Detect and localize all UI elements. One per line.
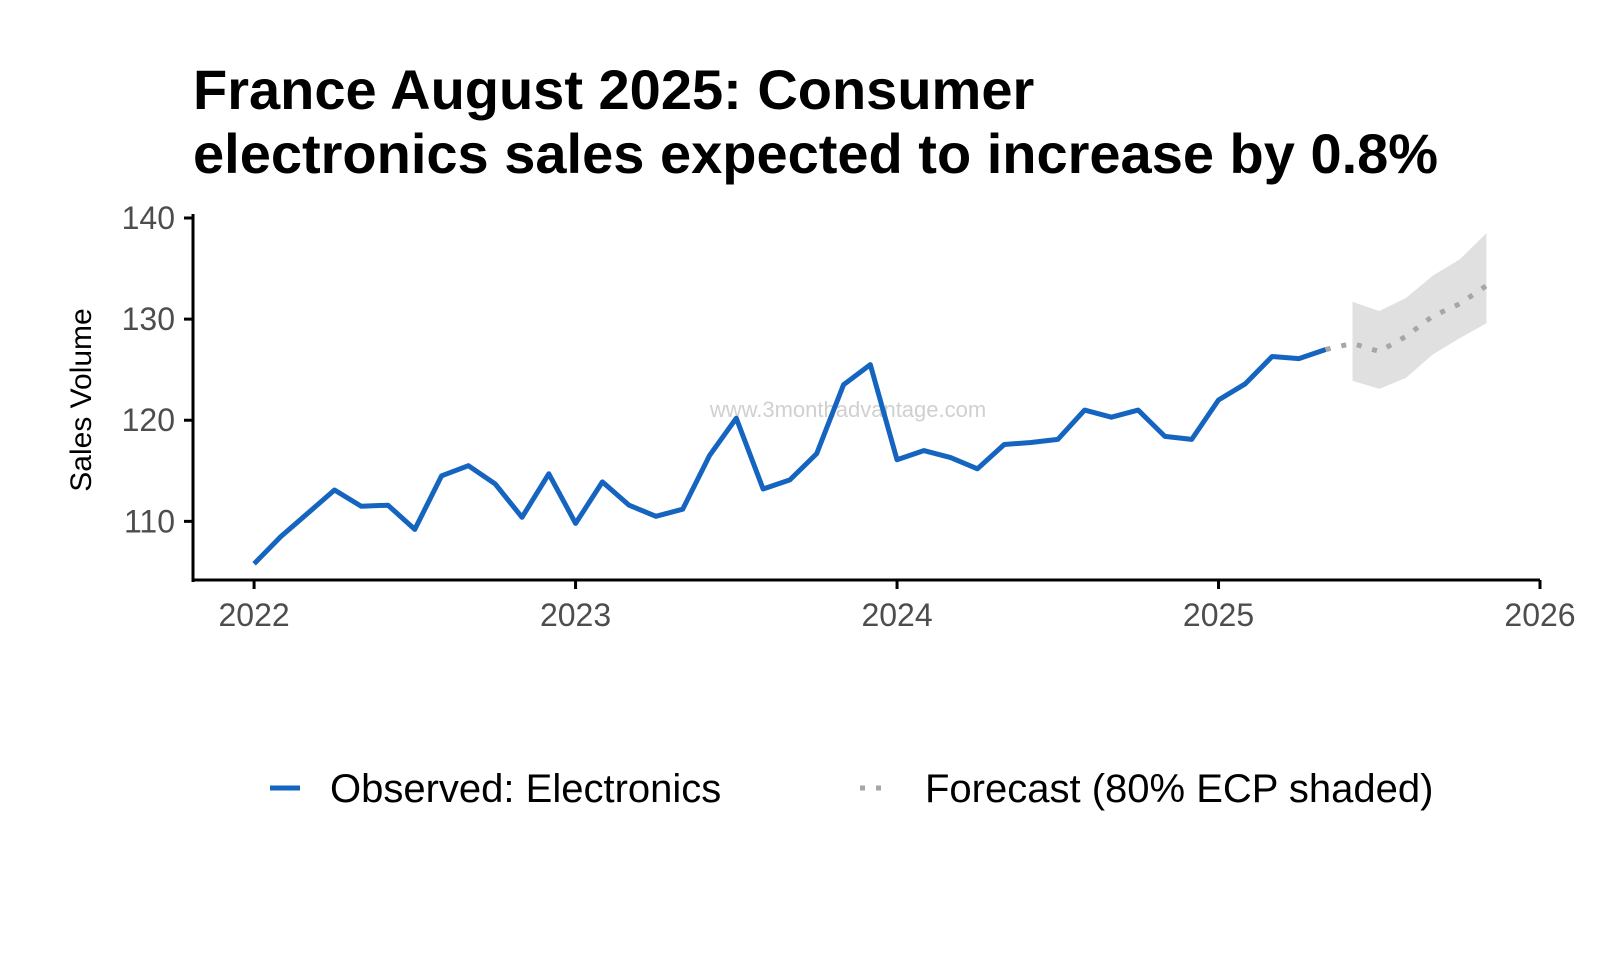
y-tick-label-140: 140: [122, 200, 175, 236]
chart-title: France August 2025: Consumer electronics…: [193, 58, 1593, 186]
observed-series-line: [252, 347, 1327, 566]
x-tick-label-2022: 2022: [218, 597, 289, 633]
y-tick-label-110: 110: [124, 503, 175, 539]
x-tick-label-2024: 2024: [861, 597, 932, 633]
legend-label-observed: Observed: Electronics: [330, 767, 721, 811]
legend-label-forecast: Forecast (80% ECP shaded): [925, 767, 1433, 811]
forecast-band: [1352, 233, 1487, 389]
watermark: www.3monthadvantage.com: [709, 397, 986, 422]
x-tick-label-2026: 2026: [1504, 597, 1575, 633]
series-layer: [252, 283, 1488, 566]
axes-layer: 110 120 130 140 2022 2023 2024 2025 2026: [122, 200, 1576, 633]
x-tick-label-2023: 2023: [540, 597, 611, 633]
y-tick-label-120: 120: [122, 402, 175, 438]
y-axis-title: Sales Volume: [65, 308, 98, 491]
legend: Observed: Electronics Forecast (80% ECP s…: [270, 767, 1433, 811]
x-tick-label-2025: 2025: [1183, 597, 1254, 633]
y-tick-label-130: 130: [122, 301, 175, 337]
chart-title-line-2: electronics sales expected to increase b…: [193, 122, 1439, 185]
chart-title-line-1: France August 2025: Consumer: [193, 58, 1035, 121]
forecast-band-layer: [1352, 233, 1487, 389]
